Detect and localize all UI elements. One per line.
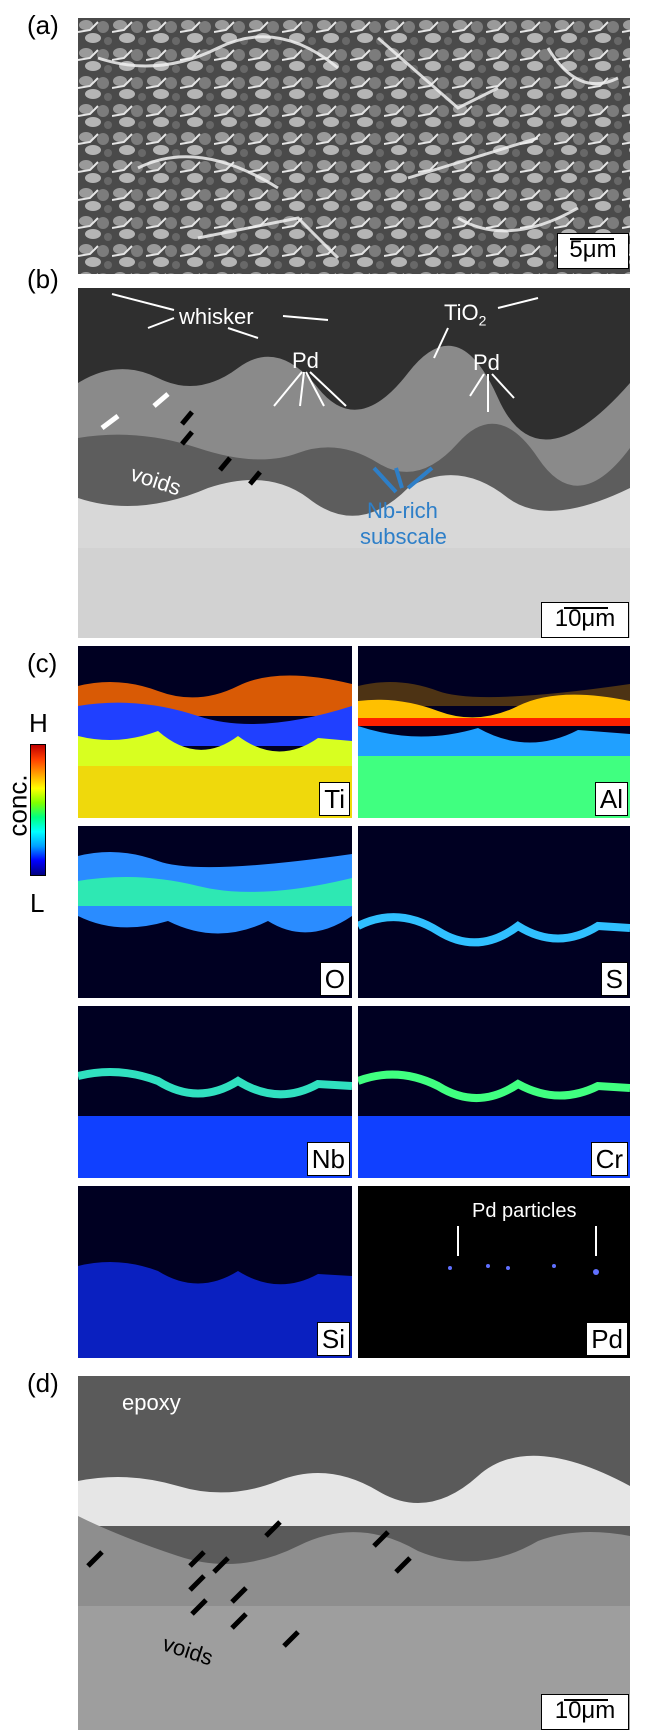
- pd-arrow-4: [309, 371, 347, 407]
- panel-d-label: (d): [27, 1368, 59, 1398]
- pd-arrow-1: [273, 371, 303, 407]
- black-arrow-3: [218, 456, 232, 472]
- panel-d-arrows: [86, 1520, 412, 1648]
- pd-arrow-5: [469, 373, 485, 397]
- panel-d-layers: [78, 1376, 630, 1730]
- scalebar-line: [564, 607, 608, 609]
- pd-arrow-7: [491, 373, 515, 399]
- panel-a-scalebar: 5μm: [557, 233, 629, 269]
- label-tio2: TiO2: [444, 300, 487, 329]
- colorscale-low-label: L: [30, 888, 45, 918]
- pd-arrow-2: [299, 371, 305, 407]
- whisker-arrow-2: [147, 317, 175, 329]
- tio2-arrow-2: [433, 327, 449, 359]
- panel-d-sem-image: epoxy voids 10μm: [78, 1376, 630, 1730]
- black-arrow-1: [180, 410, 194, 426]
- map-pd: Pd particles Pd: [358, 1186, 630, 1358]
- panel-a-texture: [78, 18, 630, 274]
- tio2-arrow-1: [497, 297, 539, 309]
- map-nb-pattern: [78, 1006, 352, 1178]
- map-si: Si: [78, 1186, 352, 1358]
- white-arrow-2: [152, 392, 170, 408]
- panel-b-arrows: [100, 293, 539, 494]
- map-nb: Nb: [78, 1006, 352, 1178]
- map-cr-pattern: [358, 1006, 630, 1178]
- map-cr-label: Cr: [590, 1142, 628, 1176]
- white-arrow-1: [100, 414, 120, 430]
- colorscale-bar: [30, 744, 46, 876]
- label-whisker: whisker: [179, 304, 254, 329]
- map-ti-label: Ti: [319, 782, 350, 816]
- map-nb-label: Nb: [306, 1142, 350, 1176]
- panel-b-label: (b): [27, 264, 59, 294]
- scalebar-line: [564, 1699, 608, 1701]
- nbrich-arrow-3: [406, 466, 434, 490]
- panel-a-sem-image: 5μm: [78, 18, 630, 274]
- panel-b-sem-image: whisker TiO2 Pd Pd voids Nb-rich subscal…: [78, 288, 630, 638]
- scalebar-line: [570, 238, 614, 240]
- panel-b-scalebar: 10μm: [541, 602, 629, 638]
- nbrich-arrow-2: [394, 467, 404, 489]
- map-si-pattern: [78, 1186, 352, 1358]
- panel-c-label: (c): [27, 648, 58, 678]
- scalebar-label: 5μm: [569, 236, 617, 263]
- colorscale-high-label: H: [29, 708, 48, 738]
- panel-b-layers: [78, 288, 630, 638]
- label-epoxy: epoxy: [122, 1390, 181, 1415]
- scalebar-label: 10μm: [554, 605, 616, 632]
- map-ti-pattern: [78, 646, 352, 818]
- whisker-arrow-1: [111, 293, 175, 311]
- label-nbrich: Nb-rich: [367, 498, 438, 523]
- nbrich-arrow-1: [372, 466, 398, 494]
- label-subscale: subscale: [360, 524, 447, 549]
- map-pd-arrows: [448, 1226, 599, 1275]
- map-s-label: S: [600, 962, 628, 996]
- label-pd-2: Pd: [473, 350, 500, 375]
- black-arrow-4: [248, 470, 262, 486]
- black-arrow-2: [180, 430, 194, 446]
- map-o-label: O: [319, 962, 350, 996]
- map-s: S: [358, 826, 630, 998]
- map-o-pattern: [78, 826, 352, 998]
- map-ti: Ti: [78, 646, 352, 818]
- map-s-pattern: [358, 826, 630, 998]
- panel-a-label: (a): [27, 10, 59, 40]
- colorscale-title: conc.: [2, 774, 33, 837]
- panel-d-scalebar: 10μm: [541, 1694, 629, 1730]
- label-pd-1: Pd: [292, 348, 319, 373]
- whisker-arrow-4: [227, 327, 259, 339]
- scalebar-label: 10μm: [554, 1697, 616, 1724]
- map-pd-label: Pd: [586, 1322, 628, 1356]
- map-al: Al: [358, 646, 630, 818]
- map-al-label: Al: [594, 782, 628, 816]
- map-al-pattern: [358, 646, 630, 818]
- pd-arrow-3: [305, 371, 325, 407]
- label-pd-particles: Pd particles: [472, 1200, 577, 1222]
- map-o: O: [78, 826, 352, 998]
- map-cr: Cr: [358, 1006, 630, 1178]
- map-si-label: Si: [316, 1322, 350, 1356]
- whisker-arrow-3: [282, 315, 329, 321]
